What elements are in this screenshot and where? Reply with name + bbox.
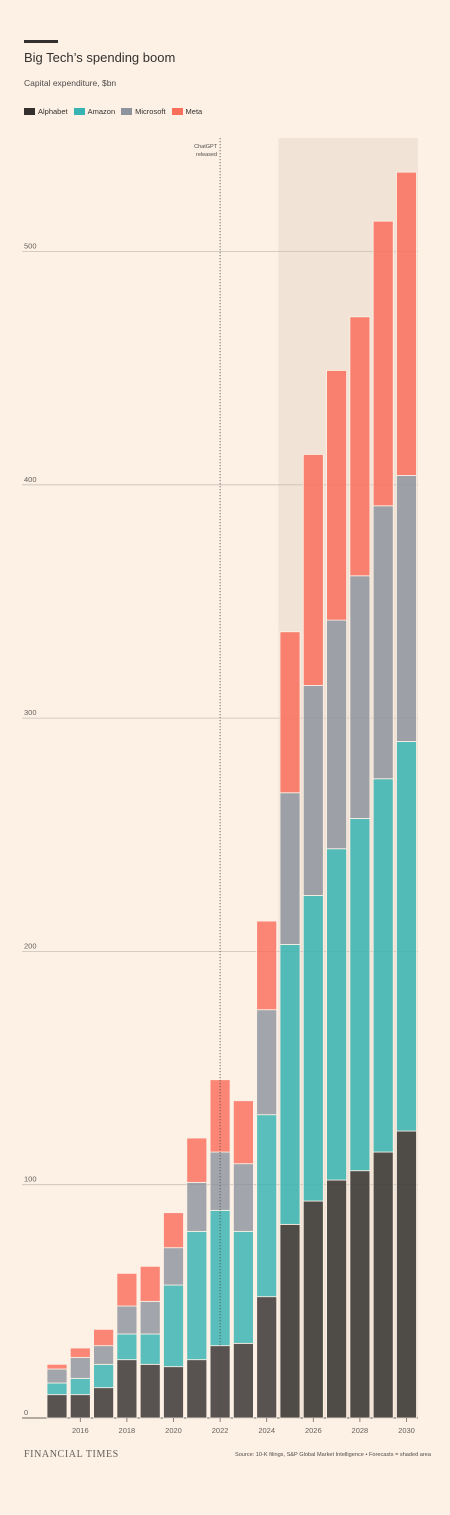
legend-label-meta: Meta	[185, 107, 203, 116]
bar-microsoft-2019	[139, 1300, 161, 1335]
bar-alphabet-2016	[69, 1394, 91, 1419]
bar-meta-2016	[69, 1347, 91, 1358]
ft-logo: FINANCIAL TIMES	[24, 1449, 119, 1460]
legend-label-amazon: Amazon	[87, 107, 116, 116]
chatgpt-annotation-line-2: released	[196, 152, 217, 158]
bar-amazon-2025	[279, 944, 301, 1225]
bar-amazon-2023	[232, 1230, 254, 1344]
chatgpt-annotation-line-1: ChatGPT	[194, 144, 218, 150]
bar-alphabet-2029	[372, 1151, 394, 1419]
bar-alphabet-2015	[46, 1394, 68, 1419]
bar-alphabet-2027	[326, 1179, 348, 1419]
bar-microsoft-2018	[116, 1305, 138, 1335]
bar-meta-2026	[302, 454, 324, 686]
bar-microsoft-2016	[69, 1356, 91, 1379]
y-tick-label-400: 400	[24, 475, 37, 484]
bar-microsoft-2017	[93, 1345, 114, 1365]
x-tick-label-2026: 2026	[305, 1426, 322, 1435]
legend-swatch-amazon	[73, 108, 85, 115]
title-rule	[24, 40, 58, 43]
legend-item-amazon: Amazon	[73, 107, 116, 116]
bar-amazon-2027	[326, 848, 348, 1181]
bar-amazon-2024	[256, 1114, 278, 1298]
bar-meta-2020	[163, 1212, 184, 1249]
legend-item-microsoft: Microsoft	[121, 107, 166, 116]
chart-legend: Alphabet Amazon Microsoft Meta	[24, 107, 208, 116]
x-tick-label-2016: 2016	[72, 1426, 89, 1435]
chart-title: Big Tech’s spending boom	[24, 50, 176, 65]
x-tick-label-2022: 2022	[212, 1426, 229, 1435]
y-tick-label-100: 100	[24, 1175, 37, 1184]
bar-microsoft-2026	[302, 685, 324, 896]
bar-microsoft-2024	[256, 1009, 278, 1116]
bar-amazon-2030	[396, 741, 417, 1132]
bar-microsoft-2030	[396, 475, 417, 742]
source-note: Source: 10-K filings, S&P Global Market …	[234, 1452, 431, 1458]
bar-meta-2029	[372, 220, 394, 507]
bar-microsoft-2027	[326, 619, 348, 850]
bar-microsoft-2022	[209, 1151, 231, 1211]
y-tick-label-0: 0	[24, 1408, 28, 1417]
legend-swatch-meta	[171, 108, 183, 115]
bar-alphabet-2021	[186, 1359, 208, 1419]
bar-microsoft-2028	[349, 575, 371, 819]
bar-alphabet-2024	[256, 1296, 278, 1419]
y-tick-label-500: 500	[24, 242, 37, 251]
forecast-shaded-area	[278, 138, 418, 1418]
bar-meta-2028	[349, 316, 371, 577]
bar-alphabet-2019	[139, 1363, 161, 1419]
bar-meta-2027	[326, 370, 348, 621]
bar-meta-2030	[396, 171, 417, 476]
bar-meta-2024	[256, 920, 278, 1011]
bar-amazon-2021	[186, 1230, 208, 1361]
bar-microsoft-2029	[372, 505, 394, 780]
bar-meta-2021	[186, 1137, 208, 1183]
legend-swatch-microsoft	[121, 108, 133, 115]
bar-meta-2025	[279, 631, 301, 794]
bar-alphabet-2018	[116, 1359, 138, 1419]
bar-microsoft-2023	[232, 1163, 254, 1232]
bar-alphabet-2025	[279, 1223, 301, 1419]
x-tick-label-2028: 2028	[352, 1426, 369, 1435]
bar-amazon-2019	[139, 1333, 161, 1365]
x-tick-label-2030: 2030	[398, 1426, 415, 1435]
bar-meta-2019	[139, 1265, 161, 1302]
x-tick-label-2018: 2018	[119, 1426, 136, 1435]
bar-microsoft-2021	[186, 1181, 208, 1232]
bar-amazon-2028	[349, 818, 371, 1172]
legend-item-meta: Meta	[171, 107, 203, 116]
bar-amazon-2018	[116, 1333, 138, 1361]
bar-alphabet-2026	[302, 1200, 324, 1419]
bar-amazon-2016	[69, 1377, 91, 1396]
bar-amazon-2020	[163, 1284, 184, 1368]
y-tick-label-300: 300	[24, 708, 37, 717]
chart-subtitle: Capital expenditure, $bn	[24, 78, 117, 88]
bar-amazon-2026	[302, 895, 324, 1202]
y-tick-label-200: 200	[24, 941, 37, 950]
legend-swatch-alphabet	[24, 108, 35, 115]
bar-alphabet-2028	[349, 1170, 371, 1419]
bar-meta-2015	[46, 1363, 68, 1370]
bar-meta-2018	[116, 1272, 138, 1307]
x-tick-label-2020: 2020	[165, 1426, 182, 1435]
bar-amazon-2029	[372, 778, 394, 1153]
bar-amazon-2017	[93, 1363, 114, 1389]
legend-label-alphabet: Alphabet	[38, 107, 68, 116]
bar-alphabet-2017	[93, 1387, 114, 1419]
legend-item-alphabet: Alphabet	[24, 107, 68, 116]
bar-alphabet-2023	[232, 1342, 254, 1419]
bar-meta-2017	[93, 1328, 114, 1347]
bar-meta-2023	[232, 1100, 254, 1165]
bar-microsoft-2025	[279, 792, 301, 945]
legend-label-microsoft: Microsoft	[135, 107, 166, 116]
bar-amazon-2015	[46, 1382, 68, 1396]
bar-alphabet-2020	[163, 1366, 184, 1419]
bar-microsoft-2015	[46, 1368, 68, 1384]
x-tick-label-2024: 2024	[258, 1426, 275, 1435]
bar-microsoft-2020	[163, 1247, 184, 1286]
bar-alphabet-2030	[396, 1130, 417, 1419]
